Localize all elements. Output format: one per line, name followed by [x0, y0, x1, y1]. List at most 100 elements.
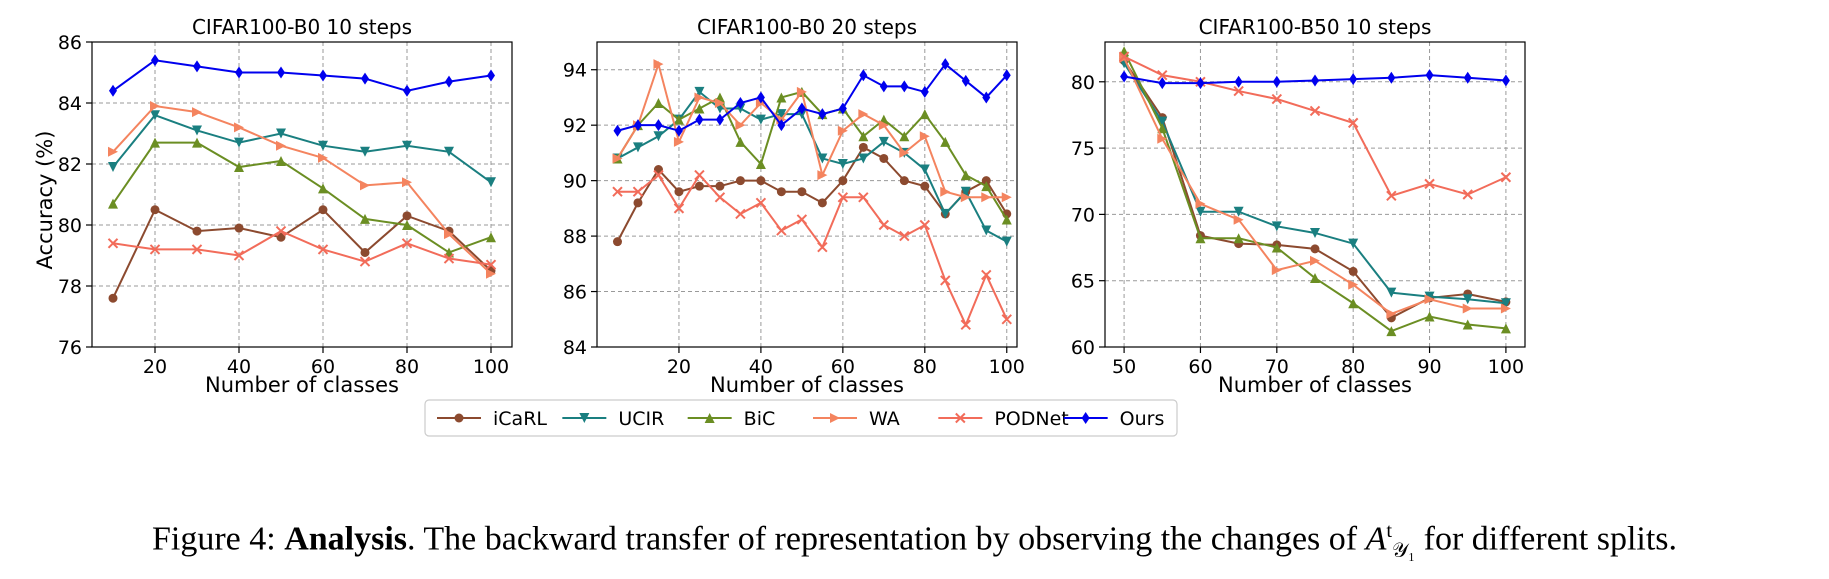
series-ucir [1119, 58, 1511, 309]
data-point-icarl [776, 187, 786, 197]
x-tick-label: 60 [1188, 356, 1212, 378]
data-point-wa [192, 107, 202, 118]
data-point-podnet [694, 169, 705, 181]
data-point-bic [673, 114, 684, 125]
chart-title: CIFAR100-B0 10 steps [192, 15, 412, 39]
x-tick-label: 40 [227, 356, 251, 378]
data-point-icarl [234, 223, 244, 233]
data-point-wa [1386, 308, 1397, 319]
data-point-ucir [817, 153, 828, 164]
figure-caption: Figure 4: Analysis. The backward transfe… [0, 520, 1829, 563]
data-point-podnet [837, 192, 849, 203]
data-point-icarl [981, 176, 991, 186]
x-tick-label: 20 [667, 356, 691, 378]
data-point-wa [919, 131, 930, 142]
series-wa [612, 59, 1012, 203]
data-point-wa [940, 186, 951, 197]
data-point-wa [612, 153, 623, 164]
data-point-podnet [1386, 190, 1397, 202]
legend-label: PODNet [994, 408, 1068, 430]
data-point-ucir [150, 110, 160, 121]
y-tick-label: 76 [58, 337, 82, 359]
data-point-bic [858, 131, 869, 142]
data-point-icarl [402, 211, 412, 221]
legend-frame [424, 399, 1178, 437]
y-tick-label: 94 [563, 60, 587, 82]
data-point-ours [277, 66, 285, 79]
series-podnet [612, 169, 1012, 331]
data-point-podnet [776, 225, 787, 236]
data-point-wa [1195, 198, 1206, 209]
legend-marker-ours [1081, 412, 1090, 424]
series-line-bic [112, 141, 492, 254]
data-point-ours [1501, 74, 1510, 87]
y-tick-label: 84 [58, 93, 82, 115]
x-tick-label: 80 [1341, 356, 1365, 378]
data-point-wa [444, 229, 454, 240]
plot-frame [596, 41, 1018, 348]
data-point-podnet [359, 256, 371, 267]
x-tick-label: 40 [749, 356, 773, 378]
data-point-bic [735, 136, 746, 147]
data-point-ucir [981, 225, 992, 236]
series-line-bic [616, 90, 1008, 220]
legend-item-podnet: PODNet [938, 408, 1069, 430]
legend-marker-ucir [579, 413, 590, 423]
series-line-ucir [112, 114, 492, 184]
data-point-podnet [612, 186, 623, 197]
data-point-ours [920, 85, 929, 98]
data-point-ucir [108, 162, 118, 173]
x-tick-label: 100 [473, 356, 509, 378]
data-point-ucir [1271, 221, 1282, 232]
data-point-ours [941, 58, 950, 71]
series-line-ours [112, 59, 492, 92]
data-point-podnet [755, 197, 767, 209]
data-point-ours [487, 69, 495, 82]
data-point-ucir [1233, 206, 1244, 217]
data-point-bic [486, 232, 496, 243]
data-point-bic [1271, 242, 1282, 253]
data-point-podnet [1001, 314, 1012, 325]
y-tick-label: 70 [1071, 204, 1095, 226]
y-tick-label: 82 [58, 154, 82, 176]
data-point-wa [837, 125, 848, 136]
data-point-wa [714, 98, 725, 108]
y-tick-label: 80 [1071, 72, 1095, 94]
caption-text-after: for different splits. [1423, 520, 1678, 558]
y-tick-label: 90 [563, 171, 587, 193]
legend-label: BiC [744, 408, 776, 430]
data-point-podnet [1347, 117, 1359, 129]
legend-marker-wa [830, 413, 840, 423]
data-point-podnet [191, 244, 203, 255]
data-point-podnet [107, 238, 119, 249]
data-point-ours [797, 102, 806, 115]
data-point-podnet [1462, 189, 1473, 200]
data-point-ucir [653, 131, 664, 142]
data-point-podnet [899, 230, 910, 242]
data-point-icarl [1348, 266, 1358, 276]
data-point-icarl [674, 187, 684, 197]
data-point-wa [234, 122, 244, 133]
data-point-wa [1271, 265, 1282, 276]
data-point-wa [981, 192, 992, 203]
data-point-wa [1462, 303, 1473, 314]
chart-panel-3: 50 60 70 80 90 100 60 65 70 75 80 CIFAR100-B50 10 s… [1071, 15, 1526, 397]
y-tick-label: 78 [58, 276, 82, 298]
data-point-podnet [858, 192, 869, 203]
series-line-wa [616, 60, 1007, 199]
data-point-icarl [756, 176, 766, 186]
y-tick-label: 88 [563, 226, 587, 248]
data-point-wa [1310, 255, 1320, 266]
x-tick-label: 20 [143, 356, 167, 378]
data-point-ucir [1001, 236, 1012, 247]
caption-symbol-sup: t [1386, 520, 1393, 542]
data-point-ucir [234, 137, 244, 148]
data-point-podnet [940, 275, 951, 286]
data-point-icarl [360, 247, 370, 257]
data-point-wa [276, 140, 286, 151]
chart-panel-2: 20 40 60 80 100 84 86 88 90 92 94 CIFAR100-B0 20 st… [563, 15, 1025, 397]
data-point-ours [674, 124, 683, 137]
data-point-ours [695, 113, 704, 126]
data-point-icarl [858, 142, 868, 152]
caption-symbol: A [1365, 520, 1387, 558]
